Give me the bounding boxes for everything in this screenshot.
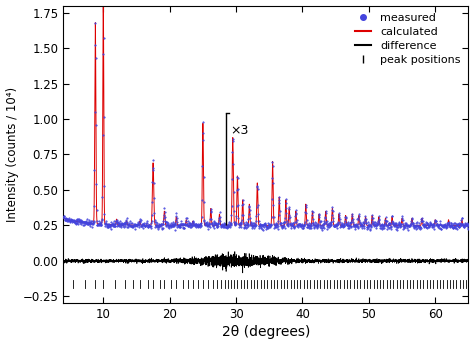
- X-axis label: 2θ (degrees): 2θ (degrees): [222, 325, 310, 339]
- Y-axis label: Intensity (counts / 10⁴): Intensity (counts / 10⁴): [6, 87, 18, 222]
- Text: ×3: ×3: [230, 124, 248, 137]
- Legend: measured, calculated, difference, peak positions: measured, calculated, difference, peak p…: [350, 9, 465, 69]
